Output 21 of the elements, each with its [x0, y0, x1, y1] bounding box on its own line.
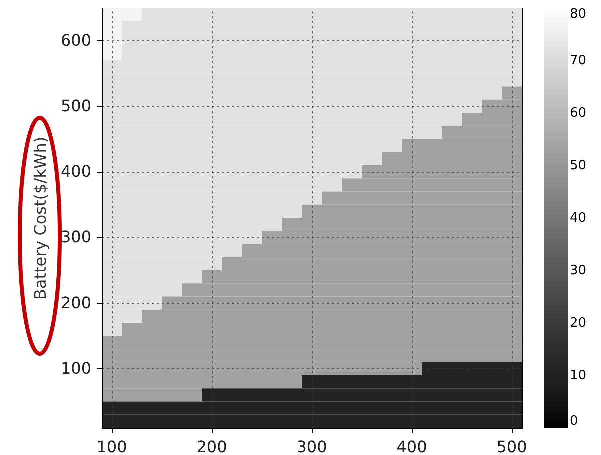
y-axis-title: Battery Cost($/kWh): [30, 136, 50, 300]
color-bar-label: 30: [570, 264, 587, 278]
color-bar-label: 70: [570, 54, 587, 68]
color-bar-label: 20: [570, 316, 587, 331]
y-tick-label: 600: [60, 30, 92, 50]
color-bar-label: 60: [570, 106, 587, 121]
x-tick-label: 400: [396, 438, 428, 455]
x-tick-label: 300: [296, 438, 328, 455]
color-bar-label: 80: [570, 7, 587, 22]
y-tick-label: 300: [60, 228, 92, 247]
x-tick-label: 500: [496, 438, 528, 455]
y-tick-label: 500: [60, 96, 92, 116]
color-bar-label: 0: [570, 414, 578, 429]
color-bar-label: 40: [570, 211, 587, 226]
y-tick-label: 100: [60, 358, 92, 378]
color-bar-label: 50: [570, 158, 587, 174]
x-tick-label: 200: [196, 438, 228, 455]
y-tick-label: 400: [60, 162, 92, 182]
y-tick-label: 200: [60, 293, 92, 312]
color-bar-label: 10: [570, 368, 587, 384]
x-tick-label: 100: [96, 438, 128, 455]
